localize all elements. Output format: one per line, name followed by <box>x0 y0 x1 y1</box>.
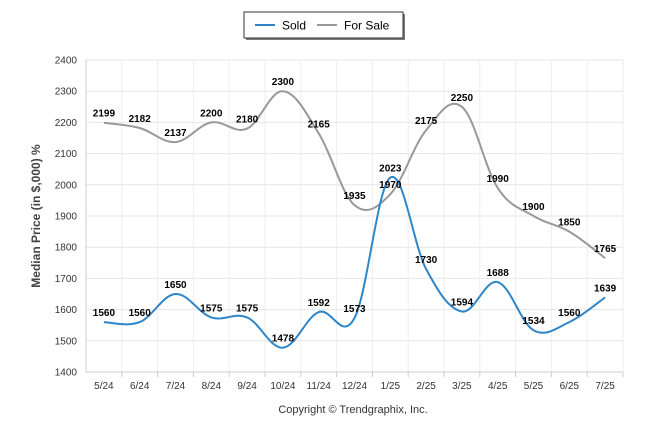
data-label-sold: 1575 <box>236 303 259 314</box>
x-tick-label: 7/24 <box>166 381 186 392</box>
x-tick-label: 4/25 <box>488 381 508 392</box>
y-tick-label: 2000 <box>55 180 78 191</box>
axes <box>85 60 623 373</box>
x-axis-ticks: 5/24 6/24 7/24 8/24 9/24 10/24 11/24 12/24 1/25 2… <box>94 372 624 392</box>
x-tick-label: 8/24 <box>202 381 222 392</box>
x-tick-label: 3/25 <box>452 381 472 392</box>
data-label-sold: 1730 <box>415 255 438 266</box>
data-label-for-sale: 1900 <box>522 202 545 213</box>
data-label-sold: 1592 <box>308 298 331 309</box>
x-tick-label: 2/25 <box>416 381 436 392</box>
data-label-for-sale: 1765 <box>594 244 617 255</box>
legend-label-for-sale: For Sale <box>344 19 390 33</box>
y-tick-label: 2300 <box>55 87 78 98</box>
data-label-sold: 2023 <box>379 164 402 175</box>
data-label-sold: 1688 <box>487 268 510 279</box>
y-axis-title: Median Price (in $,000) % <box>29 144 43 288</box>
data-label-sold: 1650 <box>164 280 187 291</box>
y-tick-label: 2100 <box>55 149 78 160</box>
data-label-for-sale: 2200 <box>200 108 223 119</box>
data-label-for-sale: 2250 <box>451 93 474 104</box>
data-label-for-sale: 2175 <box>415 116 438 127</box>
x-tick-label: 9/24 <box>237 381 257 392</box>
x-tick-label: 6/25 <box>560 381 580 392</box>
data-label-sold: 1560 <box>129 308 152 319</box>
data-label-for-sale: 1990 <box>487 174 510 185</box>
data-label-sold: 1478 <box>272 334 295 345</box>
data-label-sold: 1639 <box>594 283 617 294</box>
x-tick-label: 7/25 <box>595 381 615 392</box>
x-tick-label: 5/24 <box>94 381 114 392</box>
data-label-for-sale: 2165 <box>308 119 331 130</box>
data-label-for-sale: 1970 <box>379 180 402 191</box>
y-tick-label: 1800 <box>55 243 78 254</box>
data-labels: 1560 1560 1650 1575 1575 1478 1592 1573 2023 1730… <box>93 77 617 344</box>
legend[interactable]: Sold For Sale <box>243 11 405 40</box>
x-tick-label: 1/25 <box>381 381 401 392</box>
data-label-for-sale: 2199 <box>93 109 116 120</box>
data-label-for-sale: 1935 <box>343 191 366 202</box>
x-tick-label: 5/25 <box>524 381 544 392</box>
series-line-sold <box>103 176 606 349</box>
y-tick-label: 1600 <box>55 305 78 316</box>
legend-label-sold: Sold <box>282 19 306 33</box>
copyright-text: Copyright © Trendgraphix, Inc. <box>278 404 427 416</box>
data-label-sold: 1534 <box>522 316 545 327</box>
series-lines <box>103 90 606 349</box>
y-tick-label: 1900 <box>55 212 78 223</box>
y-tick-label: 2200 <box>55 118 78 129</box>
x-tick-label: 11/24 <box>307 381 332 392</box>
data-label-for-sale: 1850 <box>558 218 581 229</box>
data-label-sold: 1575 <box>200 303 223 314</box>
data-label-sold: 1573 <box>343 304 366 315</box>
y-tick-label: 1700 <box>55 274 78 285</box>
data-label-for-sale: 2180 <box>236 115 259 126</box>
data-label-sold: 1560 <box>93 308 116 319</box>
data-label-for-sale: 2300 <box>272 77 295 88</box>
y-axis-ticks: 1400 1500 1600 1700 1800 1900 2000 2100 2200 2300… <box>55 56 78 379</box>
x-tick-label: 6/24 <box>130 381 150 392</box>
y-tick-label: 2400 <box>55 56 78 67</box>
data-label-sold: 1560 <box>558 308 581 319</box>
y-tick-label: 1500 <box>55 336 78 347</box>
data-label-sold: 1594 <box>451 297 474 308</box>
x-tick-label: 10/24 <box>270 381 295 392</box>
y-tick-label: 1400 <box>55 368 78 379</box>
x-tick-label: 12/24 <box>342 381 367 392</box>
data-label-for-sale: 2182 <box>129 114 152 125</box>
data-label-for-sale: 2137 <box>164 128 187 139</box>
series-line-for-sale <box>103 90 606 259</box>
